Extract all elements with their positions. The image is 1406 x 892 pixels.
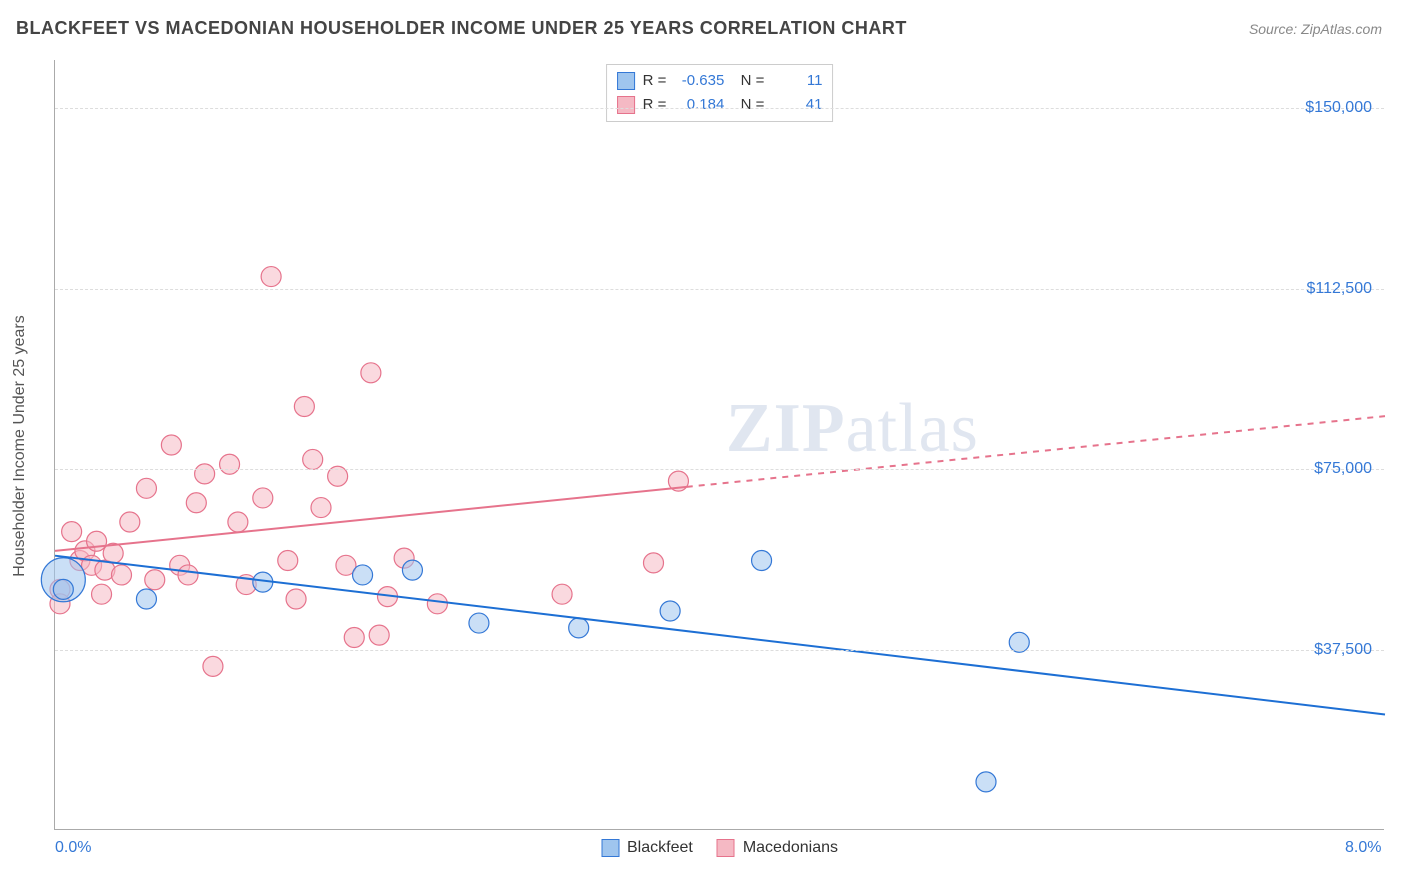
plot-area: ZIPatlas R = -0.635 N = 11 R = 0.184 N =…: [54, 60, 1384, 830]
data-point: [344, 628, 364, 648]
trend-line-dashed: [687, 416, 1385, 487]
y-tick-label: $37,500: [1314, 641, 1372, 659]
data-point: [136, 478, 156, 498]
data-point: [552, 584, 572, 604]
y-tick-label: $75,000: [1314, 460, 1372, 478]
data-point: [311, 498, 331, 518]
data-point: [220, 454, 240, 474]
gridline: [55, 289, 1384, 290]
data-point: [278, 551, 298, 571]
data-point: [53, 579, 73, 599]
data-point: [660, 601, 680, 621]
y-tick-label: $150,000: [1305, 99, 1372, 117]
trend-line: [55, 556, 1385, 715]
legend-label: Macedonians: [743, 839, 838, 857]
data-point: [353, 565, 373, 585]
gridline: [55, 469, 1384, 470]
chart-source: Source: ZipAtlas.com: [1249, 21, 1382, 37]
data-point: [120, 512, 140, 532]
scatter-svg: [55, 60, 1384, 829]
data-point: [178, 565, 198, 585]
swatch-blackfeet: [601, 839, 619, 857]
series-legend: Blackfeet Macedonians: [601, 839, 838, 857]
data-point: [644, 553, 664, 573]
data-point: [976, 772, 996, 792]
data-point: [253, 488, 273, 508]
chart-title: BLACKFEET VS MACEDONIAN HOUSEHOLDER INCO…: [16, 18, 907, 39]
x-tick-label: 8.0%: [1345, 839, 1381, 857]
gridline: [55, 108, 1384, 109]
data-point: [136, 589, 156, 609]
legend-item-blackfeet: Blackfeet: [601, 839, 693, 857]
data-point: [427, 594, 447, 614]
data-point: [361, 363, 381, 383]
gridline: [55, 650, 1384, 651]
data-point: [469, 613, 489, 633]
data-point: [203, 656, 223, 676]
data-point: [145, 570, 165, 590]
data-point: [186, 493, 206, 513]
swatch-macedonians: [717, 839, 735, 857]
y-tick-label: $112,500: [1306, 280, 1372, 298]
data-point: [161, 435, 181, 455]
data-point: [261, 267, 281, 287]
data-point: [112, 565, 132, 585]
data-point: [294, 397, 314, 417]
data-point: [369, 625, 389, 645]
data-point: [303, 449, 323, 469]
legend-label: Blackfeet: [627, 839, 693, 857]
data-point: [752, 551, 772, 571]
y-axis-label: Householder Income Under 25 years: [11, 315, 29, 576]
legend-item-macedonians: Macedonians: [717, 839, 838, 857]
data-point: [92, 584, 112, 604]
data-point: [569, 618, 589, 638]
data-point: [228, 512, 248, 532]
chart-header: BLACKFEET VS MACEDONIAN HOUSEHOLDER INCO…: [16, 18, 1382, 39]
data-point: [402, 560, 422, 580]
data-point: [286, 589, 306, 609]
data-point: [62, 522, 82, 542]
data-point: [195, 464, 215, 484]
x-tick-label: 0.0%: [55, 839, 91, 857]
